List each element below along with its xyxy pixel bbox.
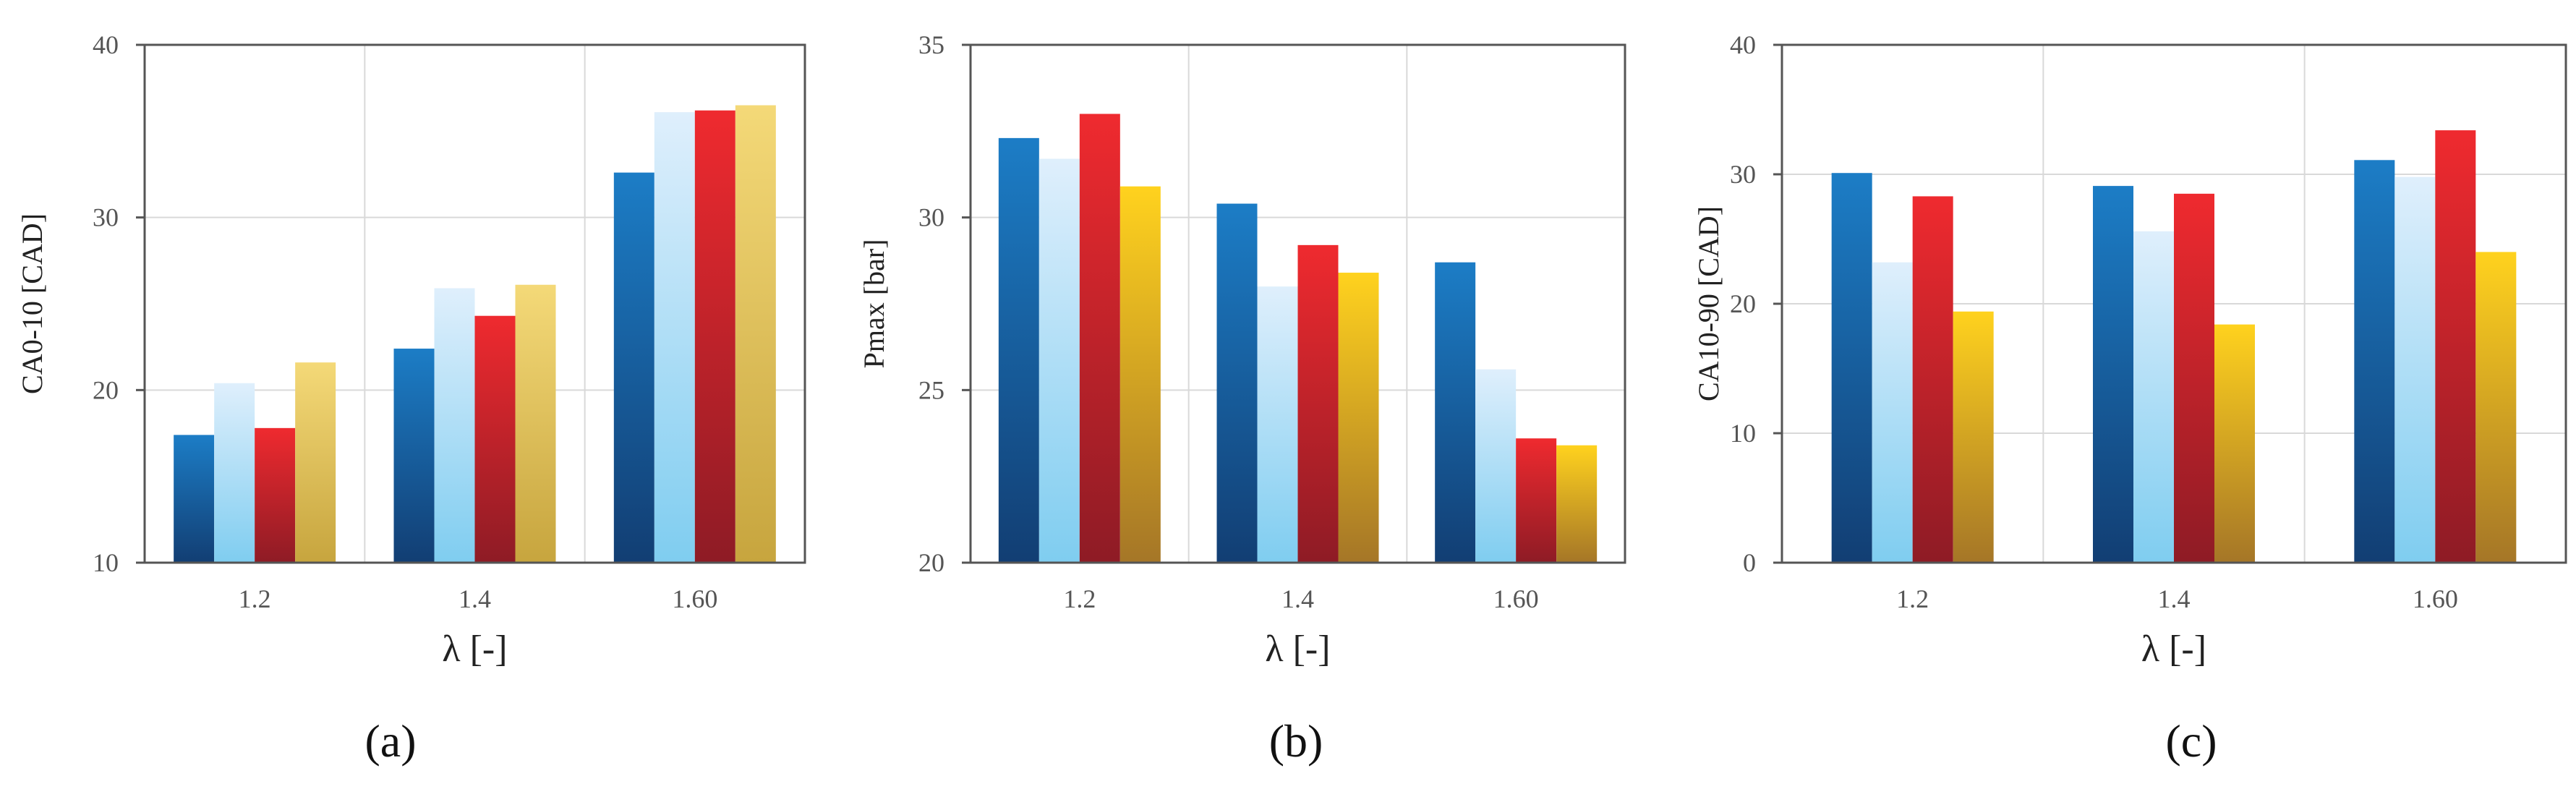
- bar-series2-1.2: [214, 383, 255, 563]
- bar-series1-1.4: [2093, 186, 2133, 563]
- x-tick-label: 1.4: [1281, 584, 1314, 613]
- y-tick-label: 30: [918, 203, 944, 232]
- panel-label: (a): [364, 715, 416, 767]
- bar-series3-1.4: [474, 315, 516, 563]
- bar-series2-1.60: [2394, 176, 2436, 563]
- x-tick-label: 1.2: [239, 584, 271, 613]
- y-tick-label: 30: [1730, 160, 1756, 189]
- bar-series4-1.4: [2214, 324, 2255, 563]
- y-tick-label: 20: [918, 548, 944, 577]
- bar-series2-1.2: [1038, 158, 1080, 563]
- y-axis-label: CA0-10 [CAD]: [16, 213, 48, 394]
- x-axis-label: λ [-]: [1265, 628, 1330, 670]
- y-tick-label: 20: [93, 375, 119, 404]
- bar-series3-1.2: [1079, 114, 1120, 563]
- y-axis-label: CA10-90 [CAD]: [1692, 206, 1725, 401]
- x-tick-label: 1.4: [2158, 584, 2191, 613]
- plot-frame: [143, 43, 806, 564]
- chart-panel-1: 1.2 1.4 1.60 10 20 30 40 CA0-10 [CAD] λ [-] (a): [16, 30, 806, 767]
- bar-series3-1.4: [1297, 244, 1339, 563]
- x-tick-label: 1.60: [1493, 584, 1539, 613]
- bar-series2-1.4: [1257, 286, 1298, 563]
- x-tick-label: 1.60: [672, 584, 717, 613]
- bar-series2-1.60: [1475, 369, 1517, 563]
- bar-series3-1.60: [2435, 130, 2476, 563]
- x-tick-label: 1.2: [1896, 584, 1929, 613]
- bar-series3-1.2: [255, 427, 296, 563]
- panel-label: (c): [2165, 715, 2217, 767]
- y-tick-label: 25: [918, 375, 944, 404]
- bar-series1-1.2: [998, 137, 1039, 563]
- x-axis-label: λ [-]: [2141, 628, 2206, 670]
- x-tick-label: 1.60: [2413, 584, 2458, 613]
- bar-series2-1.60: [654, 112, 695, 563]
- bar-series1-1.60: [613, 172, 654, 563]
- bar-series4-1.60: [735, 105, 776, 563]
- y-tick-label: 40: [93, 30, 119, 59]
- x-axis-label: λ [-]: [442, 628, 507, 670]
- bar-series4-1.2: [295, 362, 336, 563]
- panel-label: (b): [1269, 715, 1323, 767]
- y-axis-label: Pmax [bar]: [858, 239, 890, 369]
- y-tick-label: 30: [93, 203, 119, 232]
- bar-series1-1.60: [2354, 160, 2395, 563]
- bar-series1-1.4: [1216, 203, 1258, 563]
- chart-panel-3: 1.2 1.4 1.60 0 10 20 30 40 CA10-90 [CAD] λ [-] (c): [1692, 30, 2567, 767]
- bar-series4-1.60: [2475, 252, 2517, 563]
- y-tick-label: 20: [1730, 289, 1756, 318]
- bar-series2-1.4: [434, 288, 475, 563]
- x-tick-label: 1.4: [459, 584, 491, 613]
- bar-series3-1.4: [2174, 193, 2214, 563]
- bar-series2-1.4: [2133, 231, 2174, 563]
- plot-frame: [969, 43, 1626, 564]
- bar-series3-1.60: [694, 110, 735, 563]
- bar-series4-1.60: [1556, 445, 1598, 563]
- x-tick-label: 1.2: [1063, 584, 1096, 613]
- y-tick-label: 10: [93, 548, 119, 577]
- chart-panel-2: 1.2 1.4 1.60 20 25 30 35 Pmax [bar] λ [-] (b): [858, 30, 1626, 767]
- y-tick-label: 35: [918, 30, 944, 59]
- bar-series3-1.60: [1516, 438, 1557, 563]
- bar-series1-1.4: [393, 349, 435, 563]
- bar-series3-1.2: [1912, 196, 1953, 563]
- y-tick-label: 40: [1730, 30, 1756, 59]
- bar-series4-1.2: [1119, 186, 1161, 563]
- bar-series1-1.2: [174, 435, 215, 563]
- y-tick-label: 10: [1730, 419, 1756, 448]
- y-tick-label: 0: [1743, 548, 1756, 577]
- bar-series4-1.4: [515, 284, 556, 563]
- bar-series4-1.2: [1953, 311, 1994, 563]
- bar-series4-1.4: [1338, 273, 1379, 563]
- bar-series1-1.60: [1435, 262, 1476, 563]
- bar-series2-1.2: [1872, 262, 1913, 563]
- bar-series1-1.2: [1831, 173, 1872, 563]
